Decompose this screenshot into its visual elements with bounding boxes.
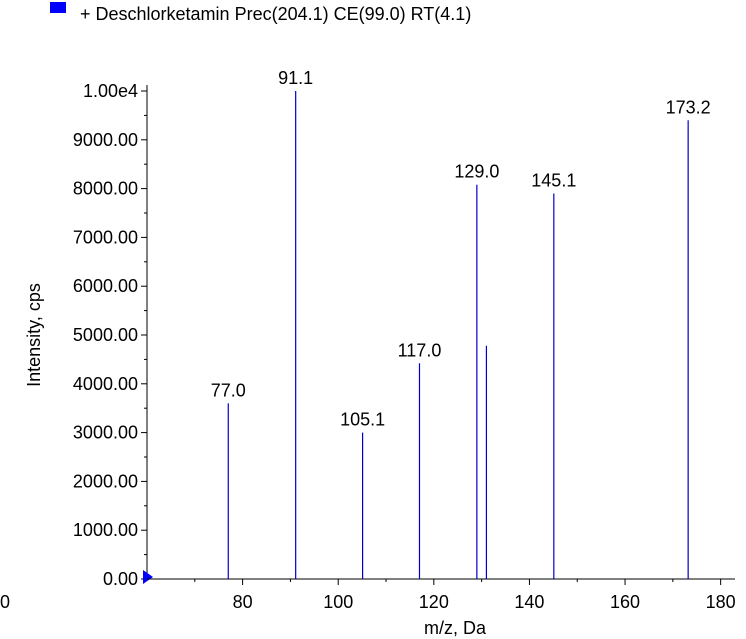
y-tick-label: 8000.00 — [73, 179, 138, 199]
legend-label: + Deschlorketamin Prec(204.1) CE(99.0) R… — [80, 4, 472, 24]
peak-label: 105.1 — [340, 410, 385, 430]
y-tick-label: 1000.00 — [73, 520, 138, 540]
peak-label: 173.2 — [666, 97, 711, 117]
y-tick-label: 9000.00 — [73, 130, 138, 150]
y-axis: 0.00 1000.00 2000.00 3000.00 4000.00 5000.00 6… — [73, 81, 153, 589]
peak-label: 129.0 — [454, 162, 499, 182]
legend-swatch — [50, 2, 66, 13]
y-tick-label: 0.00 — [103, 569, 138, 589]
x-axis-label: m/z, Da — [424, 618, 487, 638]
y-tick-label: 5000.00 — [73, 325, 138, 345]
peak-label: 91.1 — [278, 68, 313, 88]
y-tick-label: 7000.00 — [73, 227, 138, 247]
peak-label: 77.0 — [211, 380, 246, 400]
y-tick-label: 4000.00 — [73, 374, 138, 394]
peak-label: 145.1 — [531, 170, 576, 190]
x-tick-label: 100 — [323, 592, 353, 612]
baseline-marker-icon — [143, 570, 153, 584]
x-tick-label: 140 — [514, 592, 544, 612]
x-tick-label: 160 — [610, 592, 640, 612]
x-tick-label: 80 — [233, 592, 253, 612]
x-tick-label-partial: 0 — [0, 592, 10, 612]
legend: + Deschlorketamin Prec(204.1) CE(99.0) R… — [50, 0, 710, 26]
x-tick-label: 180 — [706, 592, 736, 612]
x-axis: 80 100 120 140 160 180 0 — [0, 578, 736, 612]
x-tick-label: 120 — [419, 592, 449, 612]
peaks-group: 77.0 91.1 105.1 117.0 129.0 145.1 173.2 — [211, 68, 711, 579]
y-tick-label: 6000.00 — [73, 276, 138, 296]
y-tick-label: 2000.00 — [73, 471, 138, 491]
y-axis-label: Intensity, cps — [24, 283, 44, 387]
peak-label: 117.0 — [398, 340, 442, 360]
y-tick-label: 1.00e4 — [83, 81, 138, 101]
y-tick-label: 3000.00 — [73, 423, 138, 443]
